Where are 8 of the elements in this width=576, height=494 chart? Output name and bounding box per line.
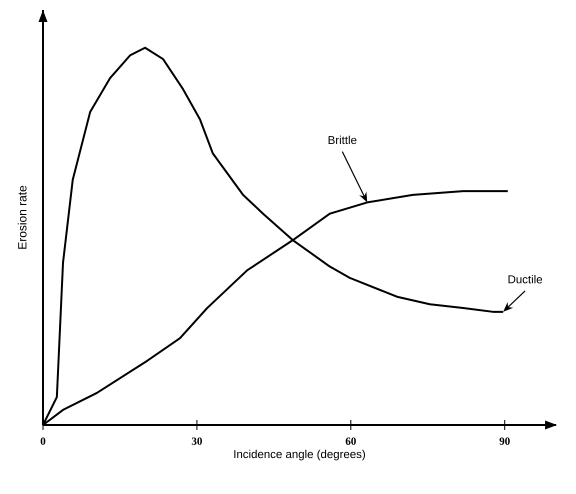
x-tick-label: 30 <box>192 437 202 445</box>
x-tick-label: 60 <box>346 437 356 445</box>
x-tick-label: 0 <box>40 437 46 445</box>
x-axis-title: Incidence angle (degrees) <box>234 450 365 460</box>
text: Brittle <box>328 136 356 144</box>
text: Ductile <box>508 274 542 284</box>
x-tick-label: 90 <box>500 437 510 445</box>
y-axis-title: Erosion rate <box>18 186 27 249</box>
